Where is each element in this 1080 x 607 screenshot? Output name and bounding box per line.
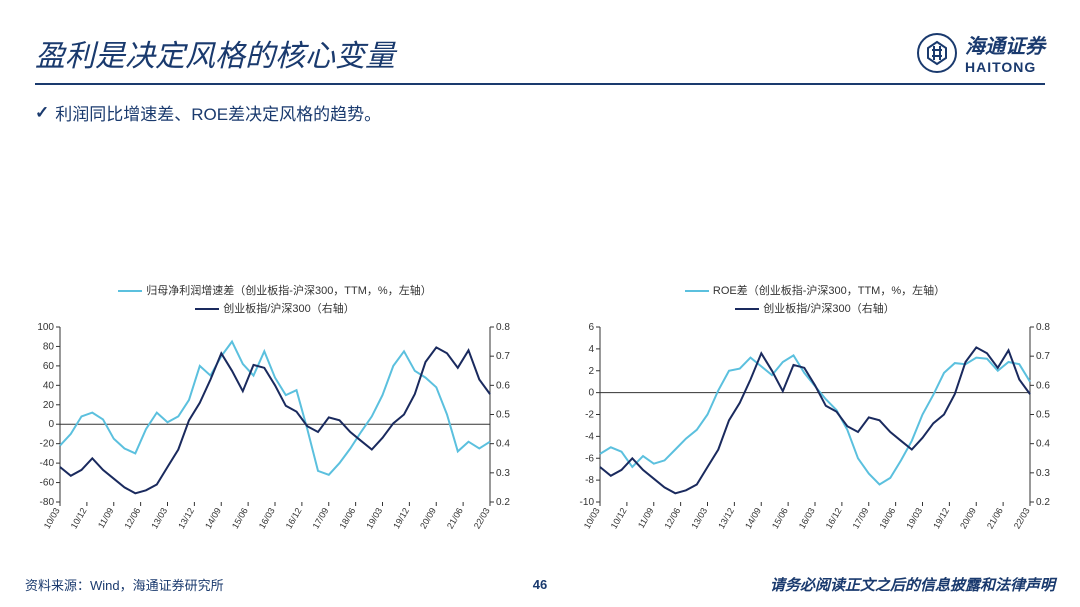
- svg-text:10/12: 10/12: [69, 506, 89, 531]
- svg-text:12/06: 12/06: [662, 506, 682, 531]
- svg-text:17/09: 17/09: [851, 506, 871, 531]
- svg-text:-2: -2: [585, 410, 594, 421]
- legend-line-3: [685, 290, 709, 293]
- svg-text:-40: -40: [40, 458, 55, 469]
- chart-right: ROE差（创业板指-沪深300，TTM，%，左轴） 创业板指/沪深300（右轴）…: [565, 281, 1065, 552]
- svg-text:0.3: 0.3: [1036, 468, 1050, 479]
- svg-text:20: 20: [43, 400, 55, 411]
- slide-title: 盈利是决定风格的核心变量: [35, 31, 395, 75]
- svg-text:0.3: 0.3: [496, 468, 510, 479]
- svg-text:0.4: 0.4: [496, 439, 510, 450]
- svg-text:0: 0: [48, 419, 54, 430]
- svg-text:0.8: 0.8: [1036, 322, 1050, 333]
- legend-line-1: [118, 290, 142, 293]
- svg-text:15/06: 15/06: [230, 506, 250, 531]
- svg-text:40: 40: [43, 380, 55, 391]
- chart1-legend1: 归母净利润增速差（创业板指-沪深300，TTM，%，左轴）: [146, 283, 431, 300]
- chart2-legend1: ROE差（创业板指-沪深300，TTM，%，左轴）: [713, 283, 945, 300]
- svg-text:17/09: 17/09: [311, 506, 331, 531]
- source-text: 资料来源：Wind，海通证券研究所: [25, 575, 224, 594]
- svg-text:10/03: 10/03: [42, 506, 62, 531]
- svg-text:16/12: 16/12: [824, 506, 844, 531]
- svg-text:19/12: 19/12: [391, 506, 411, 531]
- svg-text:0.7: 0.7: [496, 351, 510, 362]
- svg-text:13/12: 13/12: [716, 506, 736, 531]
- svg-text:0.2: 0.2: [1036, 497, 1050, 508]
- svg-text:0.8: 0.8: [496, 322, 510, 333]
- legend-line-2: [195, 308, 219, 311]
- subtitle: ✓ 利润同比增速差、ROE差决定风格的趋势。: [35, 100, 1045, 125]
- svg-text:-60: -60: [40, 478, 55, 489]
- svg-text:4: 4: [588, 344, 594, 355]
- svg-text:0.2: 0.2: [496, 497, 510, 508]
- check-icon: ✓: [35, 103, 49, 123]
- svg-text:18/06: 18/06: [877, 506, 897, 531]
- charts-container: 归母净利润增速差（创业板指-沪深300，TTM，%，左轴） 创业板指/沪深300…: [25, 281, 1055, 552]
- chart1-legend: 归母净利润增速差（创业板指-沪深300，TTM，%，左轴） 创业板指/沪深300…: [25, 281, 525, 317]
- svg-text:18/06: 18/06: [337, 506, 357, 531]
- svg-text:19/03: 19/03: [364, 506, 384, 531]
- chart1-legend2: 创业板指/沪深300（右轴）: [223, 301, 354, 318]
- svg-text:0: 0: [588, 388, 594, 399]
- disclaimer-text: 请务必阅读正文之后的信息披露和法律声明: [770, 574, 1055, 595]
- logo-text: 海通证券 HAITONG: [965, 30, 1045, 75]
- logo-en: HAITONG: [965, 59, 1045, 75]
- svg-text:21/06: 21/06: [985, 506, 1005, 531]
- slide: 盈利是决定风格的核心变量 海通证券 HAITONG ✓ 利润同比增速差、ROE差…: [0, 0, 1080, 607]
- svg-text:100: 100: [37, 322, 54, 333]
- legend-line-4: [735, 308, 759, 311]
- svg-text:10/03: 10/03: [582, 506, 602, 531]
- svg-text:6: 6: [588, 322, 594, 333]
- svg-text:0.6: 0.6: [1036, 380, 1050, 391]
- svg-text:-8: -8: [585, 475, 594, 486]
- svg-text:0.6: 0.6: [496, 380, 510, 391]
- header: 盈利是决定风格的核心变量 海通证券 HAITONG: [35, 30, 1045, 85]
- svg-text:15/06: 15/06: [770, 506, 790, 531]
- logo-icon: [917, 33, 957, 73]
- svg-text:13/12: 13/12: [176, 506, 196, 531]
- svg-text:80: 80: [43, 341, 55, 352]
- chart2-legend: ROE差（创业板指-沪深300，TTM，%，左轴） 创业板指/沪深300（右轴）: [565, 281, 1065, 317]
- svg-text:0.5: 0.5: [496, 410, 510, 421]
- svg-text:16/12: 16/12: [284, 506, 304, 531]
- svg-text:12/06: 12/06: [122, 506, 142, 531]
- footer: 资料来源：Wind，海通证券研究所 46 请务必阅读正文之后的信息披露和法律声明: [25, 574, 1055, 595]
- chart2-legend2: 创业板指/沪深300（右轴）: [763, 301, 894, 318]
- chart1-area: -80-60-40-200204060801000.20.30.40.50.60…: [25, 322, 525, 552]
- svg-text:16/03: 16/03: [797, 506, 817, 531]
- svg-text:60: 60: [43, 361, 55, 372]
- svg-text:22/03: 22/03: [1012, 506, 1032, 531]
- svg-text:21/06: 21/06: [445, 506, 465, 531]
- svg-text:11/09: 11/09: [96, 506, 116, 530]
- page-number: 46: [533, 577, 547, 592]
- svg-text:10/12: 10/12: [609, 506, 629, 531]
- svg-text:-6: -6: [585, 453, 594, 464]
- logo-cn: 海通证券: [965, 30, 1045, 59]
- svg-text:-4: -4: [585, 431, 594, 442]
- svg-text:-20: -20: [40, 439, 55, 450]
- subtitle-text: 利润同比增速差、ROE差决定风格的趋势。: [55, 100, 381, 125]
- svg-text:2: 2: [588, 366, 594, 377]
- svg-text:16/03: 16/03: [257, 506, 277, 531]
- svg-text:14/09: 14/09: [743, 506, 763, 531]
- svg-text:0.5: 0.5: [1036, 410, 1050, 421]
- svg-text:22/03: 22/03: [472, 506, 492, 531]
- logo: 海通证券 HAITONG: [917, 30, 1045, 75]
- svg-text:20/09: 20/09: [418, 506, 438, 531]
- svg-text:11/09: 11/09: [636, 506, 656, 530]
- svg-text:13/03: 13/03: [149, 506, 169, 531]
- svg-text:20/09: 20/09: [958, 506, 978, 531]
- svg-text:13/03: 13/03: [689, 506, 709, 531]
- svg-text:14/09: 14/09: [203, 506, 223, 531]
- chart2-area: -10-8-6-4-202460.20.30.40.50.60.70.810/0…: [565, 322, 1065, 552]
- svg-text:19/03: 19/03: [904, 506, 924, 531]
- chart-left: 归母净利润增速差（创业板指-沪深300，TTM，%，左轴） 创业板指/沪深300…: [25, 281, 525, 552]
- svg-text:19/12: 19/12: [931, 506, 951, 531]
- svg-text:0.4: 0.4: [1036, 439, 1050, 450]
- svg-text:0.7: 0.7: [1036, 351, 1050, 362]
